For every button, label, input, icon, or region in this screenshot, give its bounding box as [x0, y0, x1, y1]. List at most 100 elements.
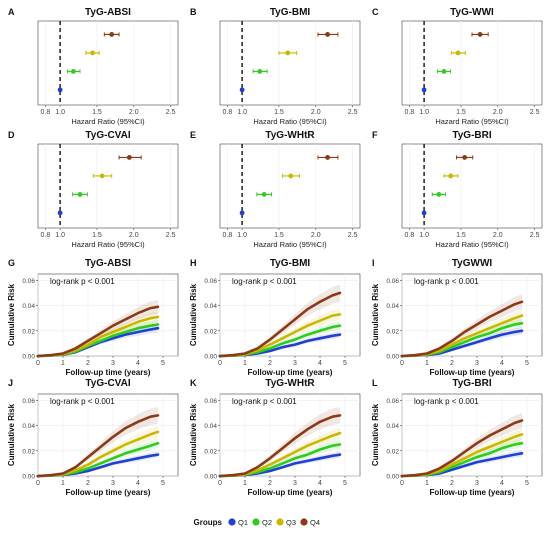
legend: Groups Q1 Q2 Q3 Q4: [194, 518, 320, 527]
risk-curve-q4: [218, 291, 342, 358]
x-tick-label: 2: [86, 360, 90, 367]
panel-title: TyG-WHtR: [265, 378, 315, 389]
x-tick-label: 4: [500, 480, 504, 487]
x-tick-label: 4: [318, 360, 322, 367]
y-tick-label: 0.02: [22, 328, 35, 335]
x-tick-label: 0: [218, 360, 222, 367]
panel-letter: L: [372, 378, 378, 388]
y-axis-label: Cumulative Risk: [371, 403, 380, 466]
legend-swatch-q1: [228, 518, 236, 526]
ci-band-q4: [38, 299, 158, 356]
x-tick-label: 1.5: [274, 109, 284, 116]
ci-band-q2: [402, 318, 522, 356]
ci-band-q4: [38, 407, 158, 476]
hr-point-q1: [421, 87, 427, 93]
x-axis-label: Hazard Ratio (95%CI): [253, 117, 327, 126]
panel-letter: C: [372, 7, 379, 17]
x-tick-label: 2.0: [129, 232, 139, 239]
panel-title: TyG-BRI: [452, 378, 491, 389]
x-tick-label: 2: [268, 480, 272, 487]
hr-point-q2: [77, 192, 83, 197]
ci-band-q2: [220, 439, 340, 476]
panel-letter: F: [372, 130, 378, 140]
y-tick-label: 0.04: [22, 423, 35, 430]
x-tick-label: 0: [400, 480, 404, 487]
hr-point-q2: [441, 69, 447, 74]
panel-title: TyG-BMI: [270, 7, 311, 18]
x-tick-label: 3: [111, 360, 115, 367]
ci-band-q1: [220, 451, 340, 476]
x-tick-label: 4: [318, 480, 322, 487]
x-tick-label: 3: [475, 480, 479, 487]
hr-point-q3: [90, 50, 95, 56]
x-axis-label: Hazard Ratio (95%CI): [435, 240, 509, 249]
x-tick-label: 1.5: [274, 232, 284, 239]
hr-point-q2: [257, 69, 263, 74]
x-axis-label: Follow-up time (years): [430, 488, 515, 497]
x-tick-label: 0.8: [41, 109, 51, 116]
panel-title: TyGWWI: [452, 258, 493, 269]
y-tick-label: 0.06: [22, 398, 35, 405]
panel-title: TyG-WWI: [450, 7, 494, 18]
x-tick-label: 1: [243, 480, 247, 487]
panel-title: TyG-BRI: [452, 130, 491, 141]
x-tick-label: 1.5: [92, 232, 102, 239]
km-panel-k: 0 1 2 3 4 5 0.00 0.02 0.04 0.06 Follow-up time (ye…: [189, 378, 361, 497]
y-tick-label: 0.02: [204, 448, 217, 455]
forest-panel-c: 0.8 1.0 1.5 2.0 2.5 Hazard Ratio (95%CI) TyG-W…: [372, 7, 543, 126]
ci-band-q1: [402, 327, 522, 356]
forest-panel-e: 0.8 1.0 1.5 2.0 2.5 Hazard Ratio (95%CI) TyG-W…: [190, 130, 361, 249]
x-tick-label: 1.0: [55, 232, 65, 239]
legend-label-q3: Q3: [286, 518, 296, 527]
panel-letter: J: [8, 378, 13, 388]
x-tick-label: 2.5: [348, 232, 358, 239]
x-tick-label: 0.8: [405, 109, 415, 116]
x-tick-label: 2.0: [493, 109, 503, 116]
x-tick-label: 0.8: [223, 109, 233, 116]
hr-point-q2: [70, 69, 76, 74]
x-axis-label: Follow-up time (years): [66, 368, 151, 377]
x-tick-label: 0.8: [41, 232, 51, 239]
x-tick-label: 1.0: [237, 232, 247, 239]
plot-frame: [37, 393, 179, 477]
risk-curve-q4: [36, 414, 160, 478]
y-tick-label: 0.06: [386, 278, 399, 285]
y-tick-label: 0.00: [204, 474, 217, 481]
x-tick-label: 0: [36, 480, 40, 487]
y-axis-label: Cumulative Risk: [371, 283, 380, 346]
x-tick-label: 5: [343, 360, 347, 367]
logrank-annotation: log-rank p < 0.001: [232, 397, 297, 406]
panel-title: TyG-CVAI: [85, 130, 130, 141]
ci-band-q2: [402, 438, 522, 476]
x-tick-label: 1: [243, 360, 247, 367]
km-panel-l: 0 1 2 3 4 5 0.00 0.02 0.04 0.06 Follow-up time (ye…: [371, 378, 543, 497]
x-tick-label: 1.0: [237, 109, 247, 116]
x-tick-label: 3: [293, 480, 297, 487]
panel-title: TyG-BMI: [270, 258, 311, 269]
y-tick-label: 0.02: [22, 448, 35, 455]
x-tick-label: 5: [161, 480, 165, 487]
km-panel-h: 0 1 2 3 4 5 0.00 0.02 0.04 0.06 Follow-up time (ye…: [189, 258, 361, 377]
y-tick-label: 0.06: [22, 278, 35, 285]
ci-band-q1: [402, 449, 522, 476]
hr-point-q3: [288, 173, 294, 179]
x-tick-label: 2.0: [311, 109, 321, 116]
x-tick-label: 3: [475, 360, 479, 367]
forest-panel-a: 0.8 1.0 1.5 2.0 2.5 Hazard Ratio (95%CI) TyG-A…: [8, 7, 179, 126]
x-tick-label: 1: [61, 360, 65, 367]
plot-frame: [219, 20, 361, 106]
x-tick-label: 1.0: [55, 109, 65, 116]
y-tick-label: 0.06: [204, 278, 217, 285]
x-tick-label: 5: [525, 360, 529, 367]
legend-title: Groups: [194, 518, 223, 527]
forest-panel-b: 0.8 1.0 1.5 2.0 2.5 Hazard Ratio (95%CI) TyG-B…: [190, 7, 361, 126]
hr-point-q4: [325, 155, 330, 160]
y-axis-label: Cumulative Risk: [189, 403, 198, 466]
hr-point-q1: [57, 87, 63, 93]
risk-curve-q4: [36, 305, 160, 358]
x-axis-label: Follow-up time (years): [430, 368, 515, 377]
y-tick-label: 0.02: [386, 328, 399, 335]
forest-panel-d: 0.8 1.0 1.5 2.0 2.5 Hazard Ratio (95%CI) TyG-C…: [8, 130, 179, 249]
x-tick-label: 1.5: [92, 109, 102, 116]
y-axis-label: Cumulative Risk: [7, 283, 16, 346]
